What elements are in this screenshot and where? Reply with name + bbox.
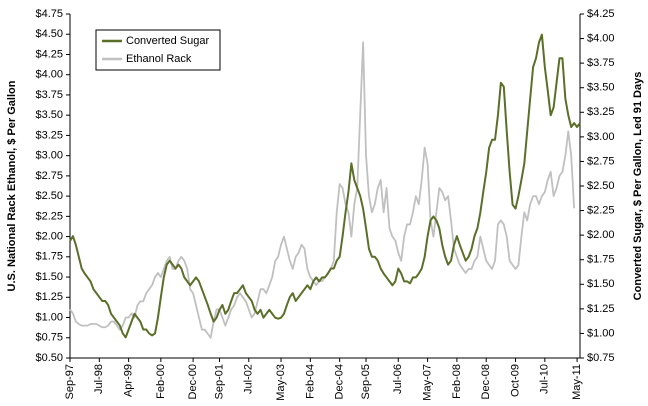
y-tick-label: $2.75 [35, 170, 63, 182]
y-tick-label: $1.00 [35, 311, 63, 323]
y-tick-label: $2.50 [35, 190, 63, 202]
y-tick-label: $3.25 [35, 129, 63, 141]
y-tick-label: $3.00 [35, 150, 63, 162]
y2-tick-label: $4.00 [587, 32, 615, 44]
x-tick-label: Jul-02 [243, 364, 255, 394]
y2-tick-label: $1.75 [587, 254, 615, 266]
y-tick-label: $4.00 [35, 69, 63, 81]
y-tick-label: $4.75 [35, 8, 63, 20]
x-tick-label: May-03 [275, 364, 287, 401]
x-tick-label: Jul-98 [93, 364, 105, 394]
y2-tick-label: $2.25 [587, 204, 615, 216]
y-tick-label: $3.75 [35, 89, 63, 101]
y-tick-label: $0.75 [35, 332, 63, 344]
y2-tick-label: $3.25 [587, 106, 615, 118]
y2-tick-label: $2.75 [587, 155, 615, 167]
y-tick-label: $4.50 [35, 28, 63, 40]
y-tick-label: $2.25 [35, 210, 63, 222]
x-tick-label: Apr-99 [123, 364, 135, 397]
x-tick-label: Dec-00 [187, 364, 199, 399]
y2-tick-label: $2.50 [587, 180, 615, 192]
y-tick-label: $1.25 [35, 291, 63, 303]
y2-tick-label: $3.00 [587, 131, 615, 143]
y2-tick-label: $0.75 [587, 352, 615, 364]
x-tick-label: Dec-08 [480, 364, 492, 399]
y-tick-label: $2.00 [35, 230, 63, 242]
y2-axis-title: Converted Sugar, $ Per Gallon, Led 91 Da… [632, 72, 644, 301]
x-tick-label: Feb-04 [304, 364, 316, 399]
y-tick-label: $0.50 [35, 352, 63, 364]
y2-tick-label: $4.25 [587, 8, 615, 20]
y-axis-title: U.S. National Rack Ethanol, $ Per Gallon [6, 80, 18, 291]
x-tick-label: Feb-00 [155, 364, 167, 399]
y2-tick-label: $1.00 [587, 327, 615, 339]
x-tick-label: Sep-05 [360, 364, 372, 399]
x-tick-label: Jul-06 [392, 364, 404, 394]
x-tick-label: Feb-08 [451, 364, 463, 399]
x-tick-label: Sep-01 [213, 364, 225, 399]
y-tick-label: $1.75 [35, 251, 63, 263]
x-tick-label: Oct-09 [509, 364, 521, 397]
y-tick-label: $4.25 [35, 48, 63, 60]
y-tick-label: $1.50 [35, 271, 63, 283]
x-tick-label: Jul-10 [539, 364, 551, 394]
y2-tick-label: $1.25 [587, 303, 615, 315]
y-tick-label: $3.50 [35, 109, 63, 121]
y2-tick-label: $3.75 [587, 57, 615, 69]
legend-label: Ethanol Rack [126, 53, 192, 65]
y2-tick-label: $2.00 [587, 229, 615, 241]
legend-label: Converted Sugar [126, 35, 209, 47]
legend-box [95, 29, 221, 71]
y2-tick-label: $1.50 [587, 278, 615, 290]
x-tick-label: Sep-97 [64, 364, 76, 399]
x-tick-label: May-07 [421, 364, 433, 401]
series-line [69, 41, 576, 339]
x-tick-label: May-11 [571, 364, 583, 400]
y2-tick-label: $3.50 [587, 82, 615, 94]
series-line [69, 33, 581, 339]
x-tick-label: Dec-04 [334, 364, 346, 399]
